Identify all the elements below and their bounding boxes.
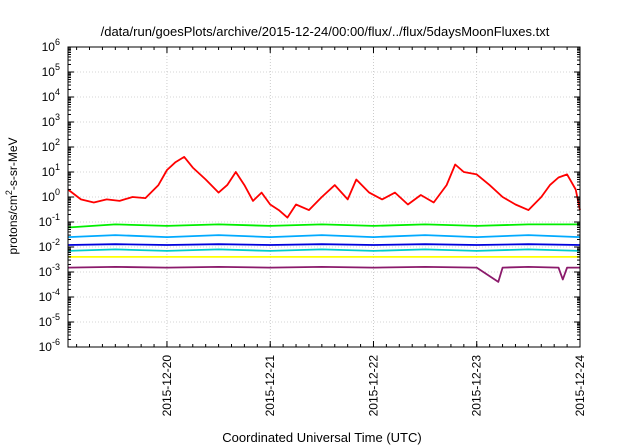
y-tick-label-exp: 1 xyxy=(55,162,60,172)
y-tick-label-exp: -1 xyxy=(52,212,60,222)
x-tick-label: 2015-12-23 xyxy=(470,355,484,417)
series-line xyxy=(67,156,581,219)
y-axis-label-rest: -s-sr-MeV xyxy=(6,137,20,190)
y-tick-label: 102 xyxy=(42,137,60,154)
y-tick-label: 10-6 xyxy=(39,337,60,354)
y-tick-label-exp: -2 xyxy=(52,237,60,247)
plot-series xyxy=(67,156,581,283)
y-tick-label-base: 10 xyxy=(39,215,53,229)
y-axis-label: protons/cm2-s-sr-MeV xyxy=(4,137,20,254)
y-tick-label: 10-5 xyxy=(39,312,60,329)
y-tick-label: 10-2 xyxy=(39,237,60,254)
y-tick-label-base: 10 xyxy=(42,40,56,54)
y-tick-label-base: 10 xyxy=(39,240,53,254)
y-tick-label: 101 xyxy=(42,162,60,179)
y-tick-label-exp: 4 xyxy=(55,87,60,97)
series-line xyxy=(67,243,581,246)
series-line xyxy=(67,266,580,283)
y-tick-label-base: 10 xyxy=(39,315,53,329)
x-tick-label: 2015-12-20 xyxy=(160,355,174,417)
y-tick-label-exp: -6 xyxy=(52,337,60,347)
y-tick-label-exp: 0 xyxy=(55,187,60,197)
y-tick-label-base: 10 xyxy=(42,115,56,129)
y-tick-label-base: 10 xyxy=(39,340,53,354)
y-tick-label-exp: -3 xyxy=(52,262,60,272)
y-tick-label: 105 xyxy=(42,62,60,79)
x-tick-label: 2015-12-21 xyxy=(263,355,277,417)
y-tick-label-exp: 2 xyxy=(55,137,60,147)
x-tick-label: 2015-12-24 xyxy=(573,355,587,417)
series-line xyxy=(67,234,581,238)
y-tick-label-exp: -5 xyxy=(52,312,60,322)
x-tick-label: 2015-12-22 xyxy=(366,355,380,417)
y-tick-label-exp: -4 xyxy=(52,287,60,297)
y-axis: 10610510410310210110010-110-210-310-410-… xyxy=(39,37,580,354)
y-tick-label-base: 10 xyxy=(42,190,56,204)
y-axis-label-main: protons/cm xyxy=(6,195,20,254)
y-tick-label: 10-1 xyxy=(39,212,60,229)
x-axis-label: Coordinated Universal Time (UTC) xyxy=(222,430,421,445)
x-axis: 2015-12-20 2015-12-21 2015-12-22 2015-12-23… xyxy=(76,47,587,417)
y-tick-label: 104 xyxy=(42,87,60,104)
y-tick-label: 103 xyxy=(42,112,60,129)
chart-title: /data/run/goesPlots/archive/2015-12-24/0… xyxy=(101,24,550,39)
y-tick-label-exp: 6 xyxy=(55,37,60,47)
y-tick-label-base: 10 xyxy=(39,290,53,304)
y-tick-label: 106 xyxy=(42,37,60,54)
y-axis-label-sup: 2 xyxy=(4,190,14,195)
y-tick-label: 10-4 xyxy=(39,287,60,304)
series-line xyxy=(67,248,581,252)
grid-lines xyxy=(68,47,580,347)
y-tick-label-exp: 3 xyxy=(55,112,60,122)
y-tick-label-base: 10 xyxy=(42,65,56,79)
y-tick-label-exp: 5 xyxy=(55,62,60,72)
series-line xyxy=(67,223,580,229)
y-tick-label: 10-3 xyxy=(39,262,60,279)
y-tick-label-base: 10 xyxy=(42,140,56,154)
y-tick-label-base: 10 xyxy=(39,265,53,279)
y-tick-label: 100 xyxy=(42,187,60,204)
y-tick-label-base: 10 xyxy=(42,90,56,104)
y-tick-label-base: 10 xyxy=(42,165,56,179)
